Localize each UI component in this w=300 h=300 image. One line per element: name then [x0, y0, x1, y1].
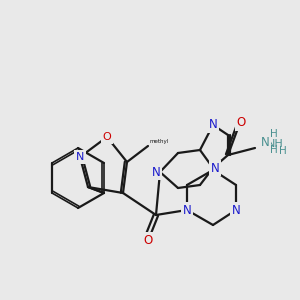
- Text: methyl: methyl: [150, 139, 169, 144]
- Text: O: O: [236, 116, 246, 130]
- Text: O: O: [103, 132, 111, 142]
- Text: N: N: [261, 136, 269, 148]
- Text: N: N: [208, 118, 217, 131]
- Text: H: H: [270, 129, 278, 139]
- Text: O: O: [143, 233, 153, 247]
- Text: N: N: [183, 203, 191, 217]
- Text: N: N: [76, 152, 84, 162]
- Text: NH: NH: [267, 139, 284, 149]
- Text: N: N: [152, 166, 160, 178]
- Text: N: N: [211, 161, 219, 175]
- Text: H: H: [270, 145, 278, 155]
- Text: H: H: [279, 146, 287, 156]
- Text: N: N: [232, 203, 240, 217]
